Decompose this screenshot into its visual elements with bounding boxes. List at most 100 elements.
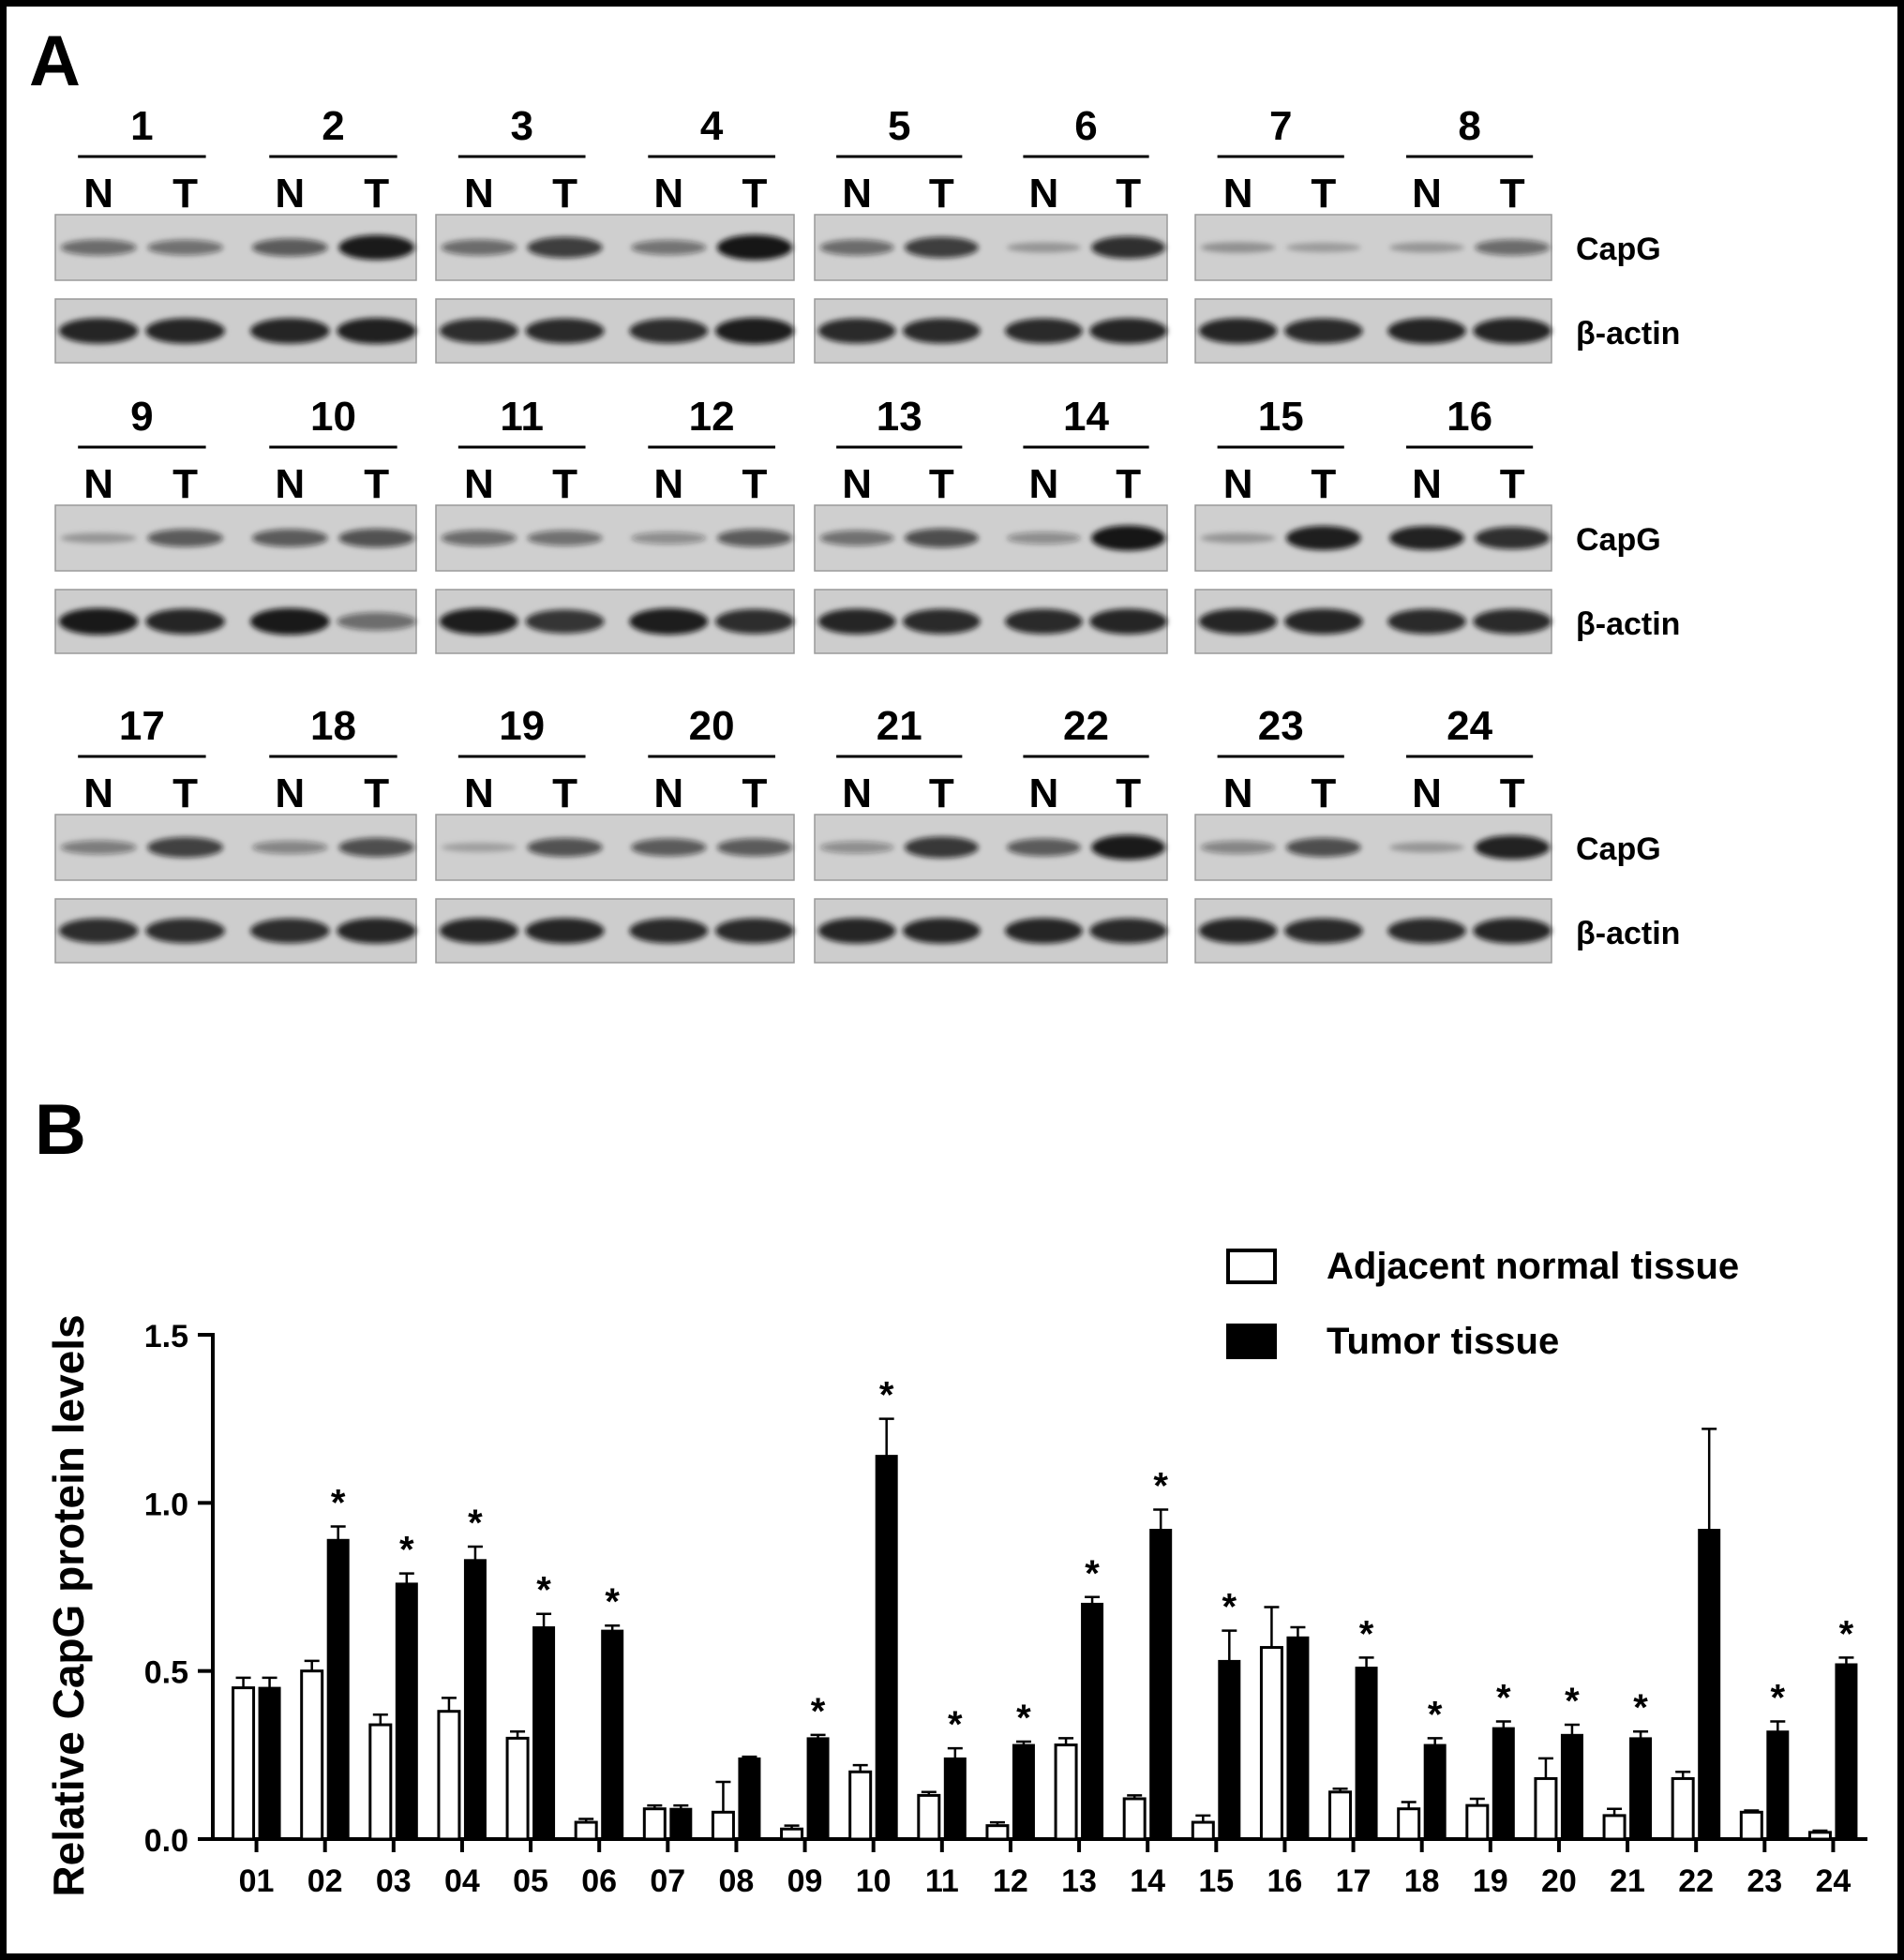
sample-number: 8 — [1458, 103, 1480, 149]
bar-tumor — [1766, 1730, 1790, 1841]
lane-label-tumor: T — [172, 171, 198, 217]
lane-label-tumor: T — [929, 171, 954, 217]
actin-band — [1284, 318, 1363, 344]
sample-number: 3 — [510, 103, 532, 149]
lane-label-normal: N — [653, 461, 683, 507]
actin-band — [525, 609, 605, 634]
actin-band — [439, 607, 518, 636]
sample-number: 19 — [499, 703, 545, 749]
capg-band — [527, 236, 603, 259]
bar-tumor — [1149, 1529, 1173, 1840]
significance-star: * — [1771, 1677, 1786, 1718]
bar-tumor — [875, 1455, 898, 1840]
bar-tumor — [1355, 1667, 1378, 1840]
bar-normal — [642, 1807, 667, 1841]
actin-band — [145, 608, 225, 635]
lane-label-normal: N — [653, 171, 683, 217]
lane-label-normal: N — [842, 771, 872, 816]
lane-label-normal: N — [83, 171, 113, 217]
capg-band — [60, 239, 137, 256]
lane-label-tumor: T — [364, 461, 389, 507]
bar-tumor — [258, 1686, 281, 1840]
lane-label-tumor: T — [1311, 171, 1336, 217]
significance-star: * — [879, 1375, 894, 1416]
significance-star: * — [1016, 1698, 1031, 1739]
lane-label-tumor: T — [929, 771, 954, 816]
bar-normal — [1671, 1776, 1695, 1841]
bar-normal — [1465, 1803, 1490, 1841]
x-tick-label: 21 — [1610, 1863, 1645, 1899]
sample-number: 16 — [1447, 394, 1492, 440]
capg-band-label: CapG — [1576, 522, 1661, 558]
capg-band — [716, 234, 793, 261]
lane-label-normal: N — [1029, 771, 1059, 816]
actin-band — [439, 918, 518, 944]
x-tick-label: 10 — [856, 1863, 892, 1899]
legend-label-tumor: Tumor tissue — [1327, 1321, 1559, 1362]
actin-band — [903, 318, 981, 344]
capg-band — [1285, 526, 1361, 550]
bar-tumor — [395, 1582, 418, 1840]
sample-number: 18 — [310, 703, 356, 749]
bar-normal — [1602, 1814, 1627, 1841]
x-tick-label: 12 — [993, 1863, 1028, 1899]
bar-tumor — [806, 1737, 830, 1841]
lane-label-normal: N — [275, 171, 305, 217]
bar-normal — [300, 1669, 324, 1841]
lane-label-tumor: T — [552, 771, 577, 816]
actin-band — [1198, 318, 1278, 344]
lane-label-tumor: T — [172, 461, 198, 507]
capg-band — [1006, 838, 1081, 857]
bar-normal — [1122, 1797, 1147, 1841]
x-tick-label: 07 — [650, 1863, 685, 1899]
actin-band — [817, 608, 896, 635]
actin-band — [1473, 918, 1552, 944]
lane-label-tumor: T — [172, 771, 198, 816]
capg-band — [1285, 242, 1361, 253]
actin-band — [1284, 608, 1363, 635]
significance-star: * — [1839, 1613, 1854, 1654]
significance-star: * — [1153, 1466, 1168, 1507]
capg-band — [251, 841, 328, 854]
x-tick-label: 18 — [1404, 1863, 1440, 1899]
sample-number: 23 — [1258, 703, 1304, 749]
x-tick-label: 24 — [1816, 1863, 1852, 1899]
lane-label-tumor: T — [1500, 771, 1525, 816]
bar-normal — [437, 1710, 461, 1841]
lane-label-normal: N — [1223, 461, 1253, 507]
x-tick-label: 13 — [1061, 1863, 1097, 1899]
lane-label-normal: N — [83, 461, 113, 507]
bar-tumor — [738, 1757, 761, 1841]
lane-label-normal: N — [1029, 461, 1059, 507]
y-axis-label: Relative CapG protein levels — [44, 1314, 93, 1896]
x-tick-label: 03 — [376, 1863, 412, 1899]
lane-label-tumor: T — [1116, 171, 1141, 217]
bar-tumor — [1218, 1659, 1241, 1840]
actin-band — [58, 607, 139, 636]
x-tick-label: 02 — [307, 1863, 343, 1899]
sample-number: 9 — [130, 394, 153, 440]
sample-number: 20 — [689, 703, 735, 749]
sample-number: 17 — [119, 703, 165, 749]
actin-band-label: β-actin — [1576, 916, 1680, 951]
actin-band — [337, 612, 416, 631]
capg-band — [819, 530, 894, 546]
capg-band — [147, 529, 224, 547]
sample-number: 2 — [322, 103, 344, 149]
x-tick-label: 04 — [444, 1863, 480, 1899]
sample-number: 1 — [130, 103, 153, 149]
capg-band — [1285, 837, 1361, 858]
sample-number: 24 — [1447, 703, 1492, 749]
lane-label-normal: N — [653, 771, 683, 816]
capg-band — [1200, 242, 1276, 253]
lane-label-tumor: T — [1116, 771, 1141, 816]
capg-band — [904, 836, 979, 859]
bar-tumor — [1286, 1636, 1310, 1841]
bar-normal — [780, 1827, 804, 1841]
capg-band — [819, 841, 894, 854]
capg-band — [251, 238, 328, 257]
bar-tumor — [463, 1559, 487, 1840]
capg-band — [631, 838, 707, 857]
x-tick-label: 06 — [581, 1863, 617, 1899]
